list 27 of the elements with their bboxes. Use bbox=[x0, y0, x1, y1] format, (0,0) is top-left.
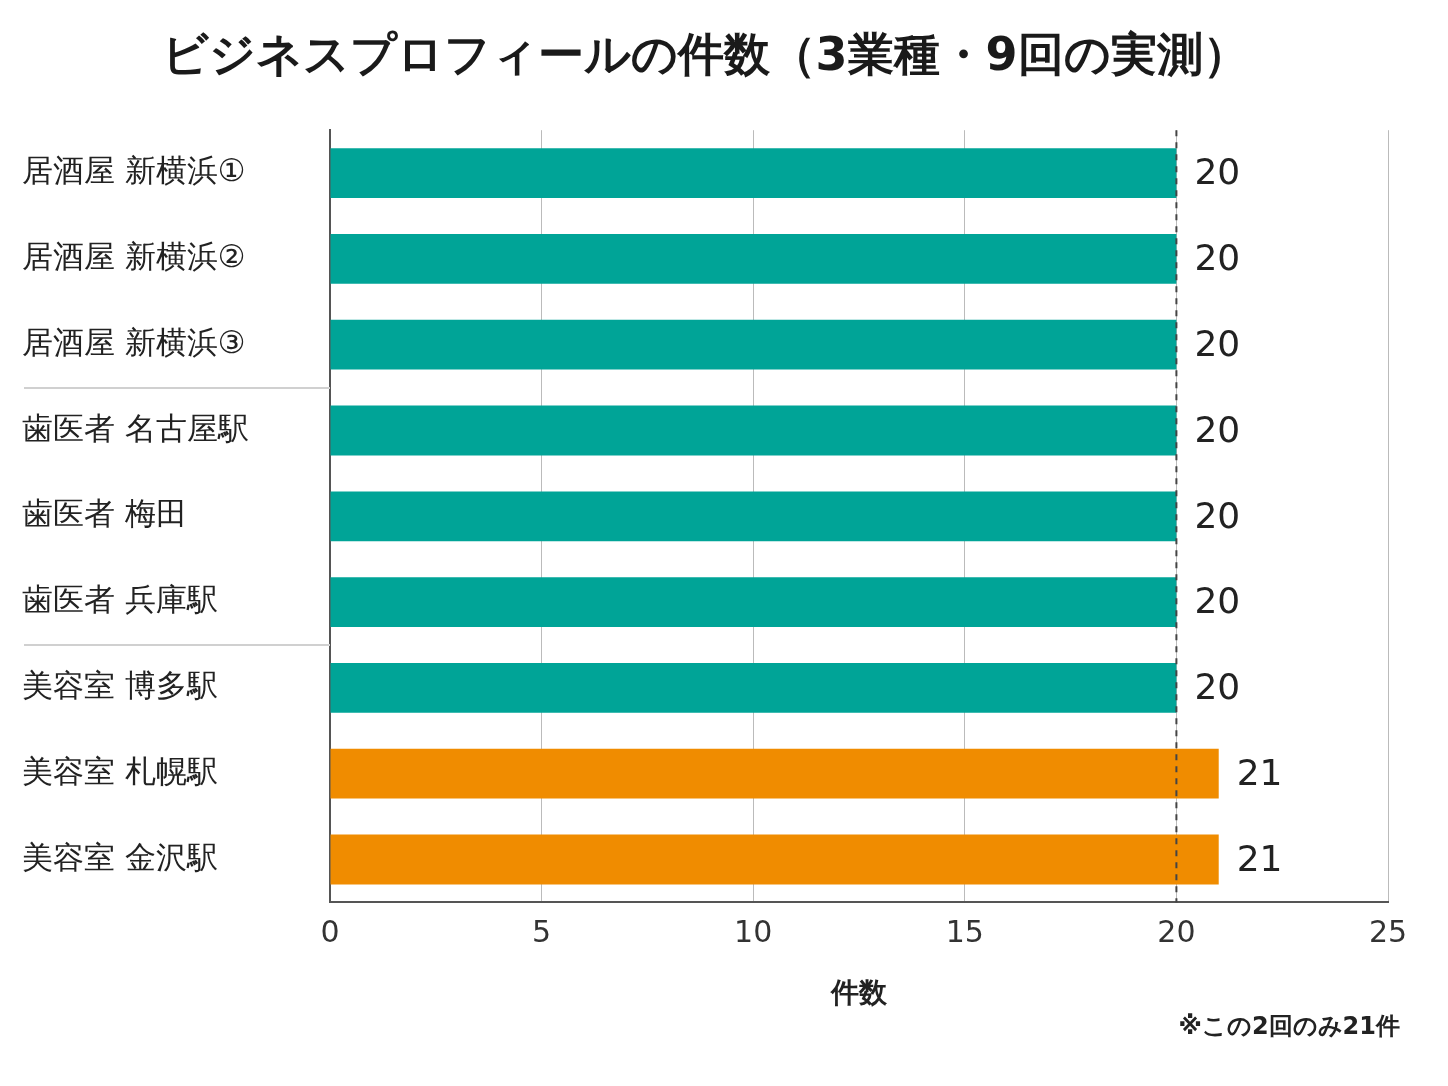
x-tick-label: 20 bbox=[1157, 914, 1196, 950]
y-tick-label: 歯医者 梅田 bbox=[22, 495, 187, 532]
y-tick-label: 美容室 札幌駅 bbox=[22, 752, 218, 789]
x-tick-label: 25 bbox=[1368, 914, 1408, 950]
x-tick-label: 15 bbox=[945, 914, 984, 950]
y-tick-label: 居酒屋 新横浜③ bbox=[22, 323, 246, 360]
y-tick-label: 美容室 博多駅 bbox=[22, 666, 218, 703]
y-tick-label: 居酒屋 新横浜② bbox=[22, 237, 246, 274]
x-tick-label: 10 bbox=[734, 914, 773, 950]
data-label: 20 bbox=[1194, 494, 1241, 536]
data-label: 20 bbox=[1194, 323, 1241, 365]
y-tick-label: 歯医者 名古屋駅 bbox=[22, 409, 249, 446]
data-label: 20 bbox=[1194, 580, 1241, 622]
x-axis-title: 件数 bbox=[830, 976, 888, 1010]
x-tick-label: 5 bbox=[532, 914, 552, 950]
data-label: 20 bbox=[1194, 237, 1241, 279]
data-label: 20 bbox=[1194, 151, 1241, 193]
chart-title: ビジネスプロフィールの件数（3業種・9回の実測） bbox=[161, 26, 1249, 81]
y-tick-label: 居酒屋 新横浜① bbox=[22, 152, 246, 189]
data-label: 20 bbox=[1194, 408, 1241, 450]
y-tick-label: 美容室 金沢駅 bbox=[22, 838, 218, 875]
x-tick-label: 0 bbox=[320, 914, 340, 950]
data-label: 20 bbox=[1194, 666, 1241, 708]
y-tick-label: 歯医者 兵庫駅 bbox=[22, 581, 218, 618]
data-label: 21 bbox=[1236, 752, 1283, 794]
text: ※この2回のみ21件 bbox=[1178, 1012, 1400, 1041]
data-label: 21 bbox=[1236, 837, 1283, 879]
